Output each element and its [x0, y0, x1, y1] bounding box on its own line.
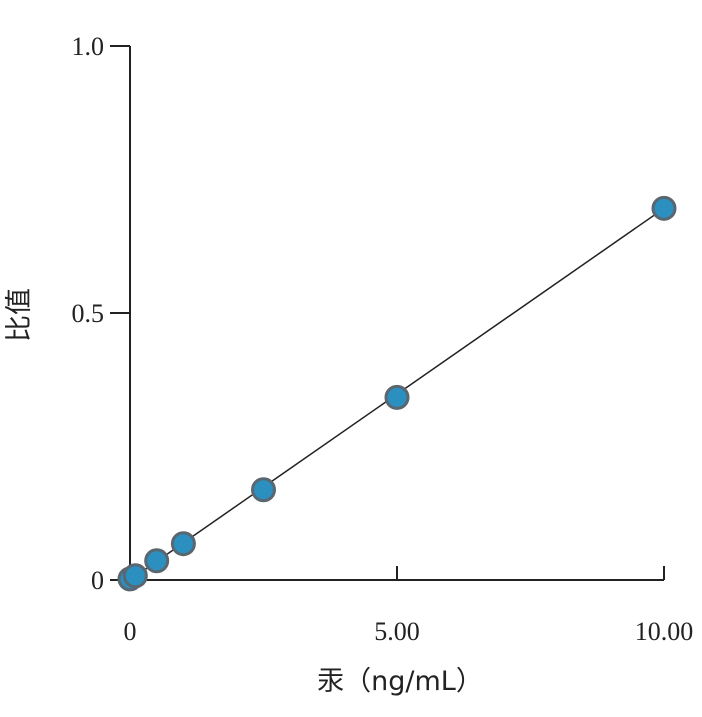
y-tick-label: 0.5 [72, 299, 105, 328]
x-axis-title: 汞（ng/mL） [317, 666, 483, 697]
data-point [122, 563, 148, 589]
y-axis-title: 比值 [4, 288, 35, 342]
data-points [117, 195, 677, 592]
x-tick-label: 10.00 [635, 617, 694, 646]
x-tick-label: 5.00 [374, 617, 420, 646]
y-tick-label: 0 [91, 566, 104, 595]
data-point [384, 384, 410, 410]
x-tick-label: 0 [124, 617, 137, 646]
y-tick-label: 1.0 [72, 32, 105, 61]
data-point [251, 477, 276, 503]
data-point [144, 548, 170, 574]
ticks: 0 0.5 1.0 0 5.00 10.00 [72, 32, 694, 646]
data-point [170, 531, 196, 557]
data-point [651, 195, 677, 221]
